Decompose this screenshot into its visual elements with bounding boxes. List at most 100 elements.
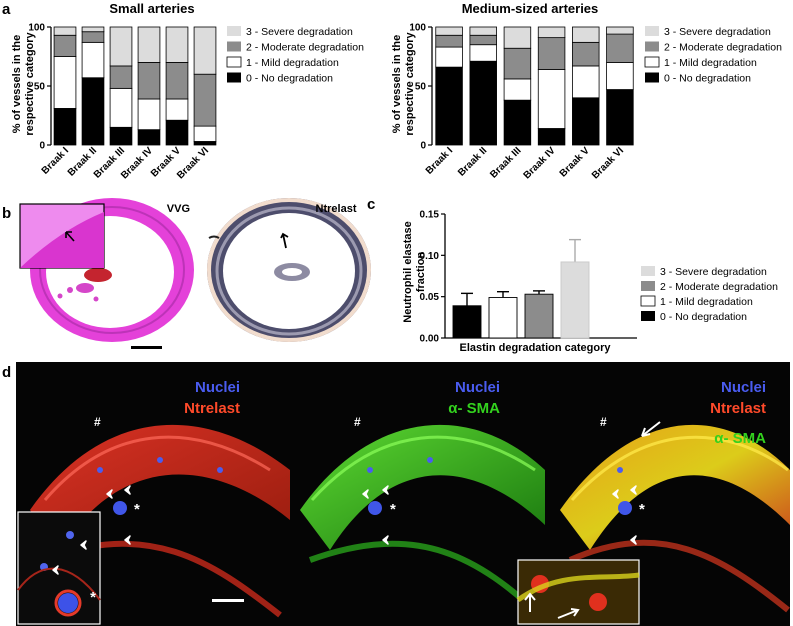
panel-letter-d: d xyxy=(2,364,11,381)
bar-segment xyxy=(137,129,161,146)
bar-segment xyxy=(109,65,133,89)
bar-segment xyxy=(606,26,634,35)
arrowhead-icon xyxy=(382,535,389,545)
bar-segment xyxy=(109,126,133,146)
panel-letter-b: b xyxy=(2,205,11,222)
asterisk-label: * xyxy=(639,501,645,518)
y-axis-label: % of vessels in the respective category xyxy=(11,31,36,135)
bar-segment xyxy=(469,26,497,36)
chart-medium-arteries: Medium-sized arteries % of vessels in th… xyxy=(391,1,782,181)
x-tick-label: Braak V xyxy=(558,145,592,179)
bar-segment xyxy=(503,26,532,49)
bar-segment xyxy=(572,41,600,67)
arrowhead-icon xyxy=(630,485,637,495)
legend-swatch xyxy=(640,295,656,307)
bar-segment xyxy=(137,62,161,100)
arrowhead-icon xyxy=(52,565,59,575)
bar-segment xyxy=(537,37,566,70)
bar xyxy=(452,305,482,339)
legend-entry: 0 - No degradation xyxy=(664,73,751,85)
bar-segment xyxy=(606,62,634,90)
legend-entry: 1 - Mild degradation xyxy=(660,296,753,308)
legend-swatch xyxy=(645,26,659,36)
panel-d-fluorescence: * # * Nuclei Ntrelast # * Nuclei α- SMA xyxy=(16,362,790,626)
legend-swatch xyxy=(226,56,242,68)
asterisk-label: * xyxy=(134,501,140,518)
legend-entry: 3 - Severe degradation xyxy=(246,26,353,38)
y-axis-label-line1: % of vessels in the xyxy=(11,35,23,133)
legend-entry: 3 - Severe degradation xyxy=(660,266,767,278)
label-nuclei: Nuclei xyxy=(721,379,766,396)
bar-segment xyxy=(503,47,532,80)
bar-segment xyxy=(572,65,600,99)
y-tick-label: 0 xyxy=(420,141,426,152)
legend-swatch xyxy=(644,56,660,68)
hash-label: # xyxy=(94,415,101,429)
y-tick-label: 0.05 xyxy=(420,292,440,303)
legend-entry: 0 - No degradation xyxy=(660,311,747,323)
bar-segment xyxy=(503,99,532,146)
ntrelast-micrograph xyxy=(207,198,371,342)
bar-segment xyxy=(435,66,463,146)
bar-segment xyxy=(53,26,77,36)
bar-segment xyxy=(193,73,217,127)
arrowhead-icon xyxy=(612,489,619,499)
fluorescence-right-image xyxy=(560,424,790,613)
y-tick-label: 100 xyxy=(409,23,426,34)
y-axis-label-line2: respective category xyxy=(24,31,36,135)
scale-bar xyxy=(131,346,162,349)
bar-segment xyxy=(435,46,463,68)
y-tick-label: 0.15 xyxy=(420,210,440,221)
bar-segment xyxy=(606,33,634,63)
arrow-icon xyxy=(557,608,580,619)
hash-label: # xyxy=(600,415,607,429)
arrowhead-icon xyxy=(382,485,389,495)
y-tick-label: 50 xyxy=(415,82,427,93)
bar-segment xyxy=(137,26,161,63)
label-alpha-sma: α- SMA xyxy=(448,400,500,417)
bar-segment xyxy=(165,26,189,63)
label-ntrelast: Ntrelast xyxy=(710,400,766,417)
fluorescence-background xyxy=(16,362,790,626)
bar-segment xyxy=(193,125,217,142)
panel-letter-c: c xyxy=(367,196,375,213)
bar-segment xyxy=(53,108,77,146)
bar-segment xyxy=(537,128,566,146)
bar-segment xyxy=(193,26,217,75)
bar-segment xyxy=(572,26,600,43)
legend-entry: 1 - Mild degradation xyxy=(664,57,757,69)
legend-swatch xyxy=(641,311,655,321)
hash-label: # xyxy=(354,415,361,429)
y-tick-label: 0.10 xyxy=(420,251,440,262)
panel-b-micrographs: VVG Ntrelast xyxy=(19,198,371,349)
y-axis-label: Neutrophil elastase fraction xyxy=(402,221,427,322)
bar-segment xyxy=(81,77,105,146)
label-nuclei: Nuclei xyxy=(195,379,240,396)
arrowhead-icon xyxy=(80,540,87,550)
legend-swatch xyxy=(227,72,241,83)
bar-segment xyxy=(469,44,497,62)
bar-segment xyxy=(81,41,105,79)
y-tick-label: 100 xyxy=(28,23,45,34)
bar-segment xyxy=(606,89,634,146)
legend-entry: 1 - Mild degradation xyxy=(246,57,339,69)
stain-label-vvg: VVG xyxy=(167,203,190,215)
bar-segment xyxy=(165,98,189,121)
arrowhead-icon xyxy=(362,489,369,499)
x-tick-label: Braak I xyxy=(424,145,456,177)
legend-entry: 2 - Moderate degradation xyxy=(246,42,364,54)
legend-swatch xyxy=(227,41,241,52)
x-tick-label: Braak VI xyxy=(590,145,626,181)
legend-swatch xyxy=(227,26,241,36)
legend-swatch xyxy=(641,266,655,276)
asterisk-label: * xyxy=(90,589,96,606)
arrow-icon xyxy=(65,231,75,242)
legend-swatch xyxy=(645,41,659,52)
bar-segment xyxy=(137,98,161,131)
fluorescence-middle-image xyxy=(300,424,545,618)
x-axis-label: Elastin degradation category xyxy=(460,342,612,354)
arrowhead-icon xyxy=(124,535,131,545)
legend-entry: 2 - Moderate degradation xyxy=(660,281,778,293)
bar-segment xyxy=(165,62,189,100)
